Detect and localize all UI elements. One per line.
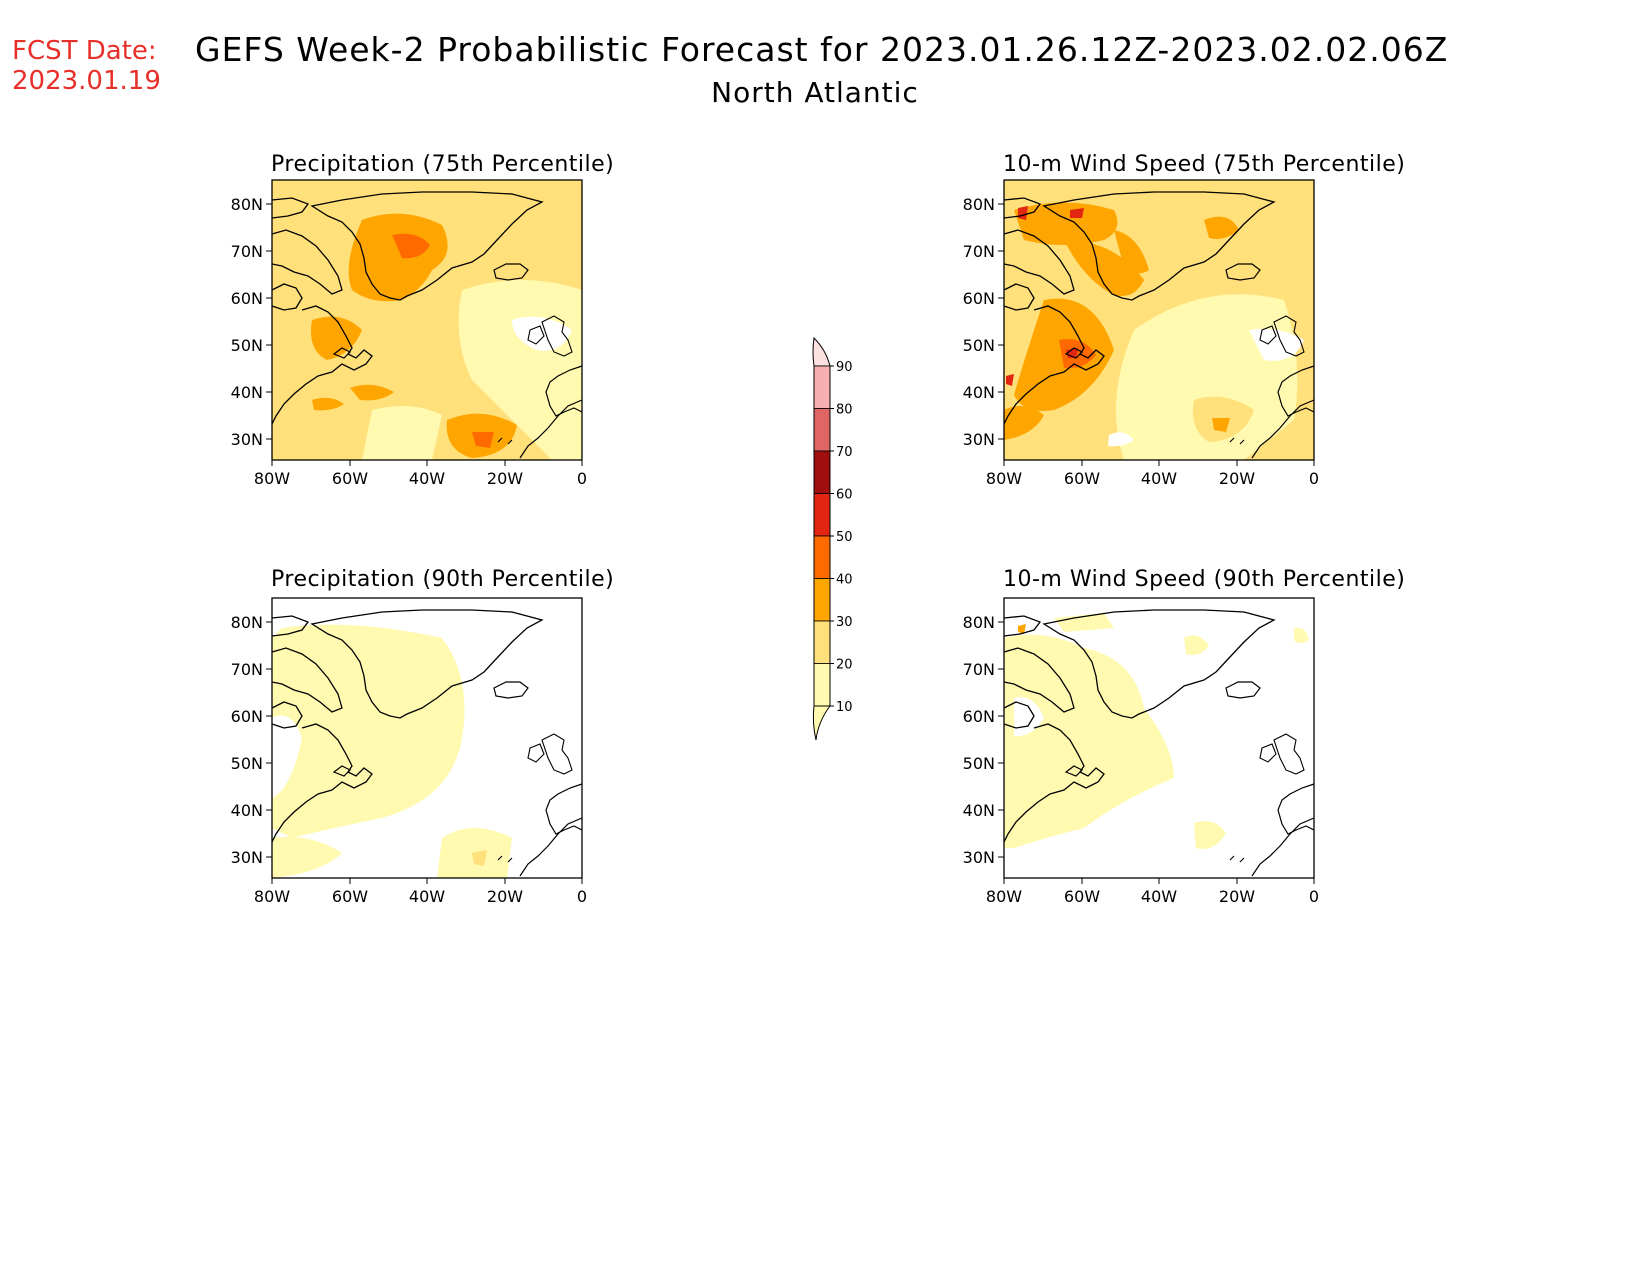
lat-label: 30N <box>963 848 995 867</box>
lat-label: 40N <box>963 801 995 820</box>
lon-ticks: 80W 60W 40W 20W 0 <box>254 460 587 488</box>
lat-label: 80N <box>231 613 263 632</box>
lon-label: 60W <box>1064 469 1100 488</box>
lat-label: 70N <box>963 660 995 679</box>
lat-label: 60N <box>963 707 995 726</box>
lat-ticks: 80N 70N 60N 50N 40N 30N <box>963 195 1004 449</box>
colorbar-swatch <box>813 493 831 537</box>
lon-label: 20W <box>1219 469 1255 488</box>
lat-label: 40N <box>231 801 263 820</box>
colorbar-label: 30 <box>836 615 853 630</box>
lat-label: 40N <box>963 383 995 402</box>
map-wind-75: 80N 70N 60N 50N 40N 30N 80W 60W 40W 20W … <box>963 179 1319 488</box>
lat-label: 30N <box>963 430 995 449</box>
colorbar-swatch <box>813 535 831 579</box>
colorbar-swatch <box>813 663 831 707</box>
colorbar-label: 10 <box>836 700 853 715</box>
colorbar: 90 80 70 60 50 40 30 20 10 <box>812 336 853 741</box>
lat-label: 60N <box>963 289 995 308</box>
lat-label: 50N <box>963 754 995 773</box>
colorbar-label: 40 <box>836 573 853 588</box>
colorbar-label: 20 <box>836 658 853 673</box>
colorbar-label: 50 <box>836 530 853 545</box>
lat-label: 50N <box>231 754 263 773</box>
lon-label: 60W <box>1064 887 1100 906</box>
colorbar-swatch <box>813 620 831 664</box>
lat-label: 60N <box>231 707 263 726</box>
lon-label: 80W <box>986 469 1022 488</box>
lon-ticks: 80W 60W 40W 20W 0 <box>254 878 587 906</box>
lat-ticks: 80N 70N 60N 50N 40N 30N <box>231 195 272 449</box>
panel-title-wind-90: 10-m Wind Speed (90th Percentile) <box>1003 567 1406 592</box>
map-wind-90: 80N 70N 60N 50N 40N 30N 80W 60W 40W 20W … <box>963 597 1319 906</box>
lon-label: 80W <box>986 887 1022 906</box>
map-precip-90: 80N 70N 60N 50N 40N 30N 80W 60W 40W 20W … <box>231 597 587 906</box>
lat-label: 40N <box>231 383 263 402</box>
page-title: GEFS Week-2 Probabilistic Forecast for 2… <box>195 30 1449 69</box>
map-precip-75: 80N 70N 60N 50N 40N 30N 80W 60W 40W 20W … <box>231 179 587 488</box>
lat-label: 70N <box>963 242 995 261</box>
panel-title-precip-90: Precipitation (90th Percentile) <box>271 567 615 592</box>
lat-ticks: 80N 70N 60N 50N 40N 30N <box>963 613 1004 867</box>
lon-ticks: 80W 60W 40W 20W 0 <box>986 460 1319 488</box>
lon-label: 40W <box>1141 469 1177 488</box>
lon-label: 60W <box>332 469 368 488</box>
lat-label: 60N <box>231 289 263 308</box>
panel-title-precip-75: Precipitation (75th Percentile) <box>271 152 615 177</box>
lon-label: 0 <box>1309 469 1319 488</box>
lat-label: 80N <box>963 613 995 632</box>
lat-label: 50N <box>963 336 995 355</box>
region-subtitle-text: North Atlantic <box>711 76 919 109</box>
lat-ticks: 80N 70N 60N 50N 40N 30N <box>231 613 272 867</box>
lon-label: 80W <box>254 469 290 488</box>
lon-ticks: 80W 60W 40W 20W 0 <box>986 878 1319 906</box>
lat-label: 50N <box>231 336 263 355</box>
colorbar-label: 80 <box>836 403 853 418</box>
lat-label: 30N <box>231 848 263 867</box>
lon-label: 20W <box>1219 887 1255 906</box>
lat-label: 30N <box>231 430 263 449</box>
forecast-date-label: FCST Date: <box>12 36 157 66</box>
lat-label: 70N <box>231 660 263 679</box>
panel-title-wind-75: 10-m Wind Speed (75th Percentile) <box>1003 152 1406 177</box>
lon-label: 40W <box>409 469 445 488</box>
lon-label: 20W <box>487 887 523 906</box>
colorbar-label: 60 <box>836 488 853 503</box>
colorbar-label: 70 <box>836 445 853 460</box>
lat-label: 70N <box>231 242 263 261</box>
lon-label: 0 <box>577 469 587 488</box>
forecast-date-block: FCST Date: 2023.01.19 <box>12 36 161 96</box>
lon-label: 40W <box>409 887 445 906</box>
lon-label: 0 <box>577 887 587 906</box>
lon-label: 0 <box>1309 887 1319 906</box>
forecast-date-value: 2023.01.19 <box>12 66 161 96</box>
colorbar-swatch <box>813 578 831 622</box>
lat-label: 80N <box>231 195 263 214</box>
lon-label: 80W <box>254 887 290 906</box>
lon-label: 40W <box>1141 887 1177 906</box>
lon-label: 20W <box>487 469 523 488</box>
region-subtitle: North Atlantic <box>0 76 1650 109</box>
colorbar-swatch <box>813 450 831 494</box>
lon-label: 60W <box>332 887 368 906</box>
lat-label: 80N <box>963 195 995 214</box>
colorbar-label: 90 <box>836 360 853 375</box>
colorbar-swatch <box>813 365 831 409</box>
colorbar-swatch <box>813 408 831 452</box>
